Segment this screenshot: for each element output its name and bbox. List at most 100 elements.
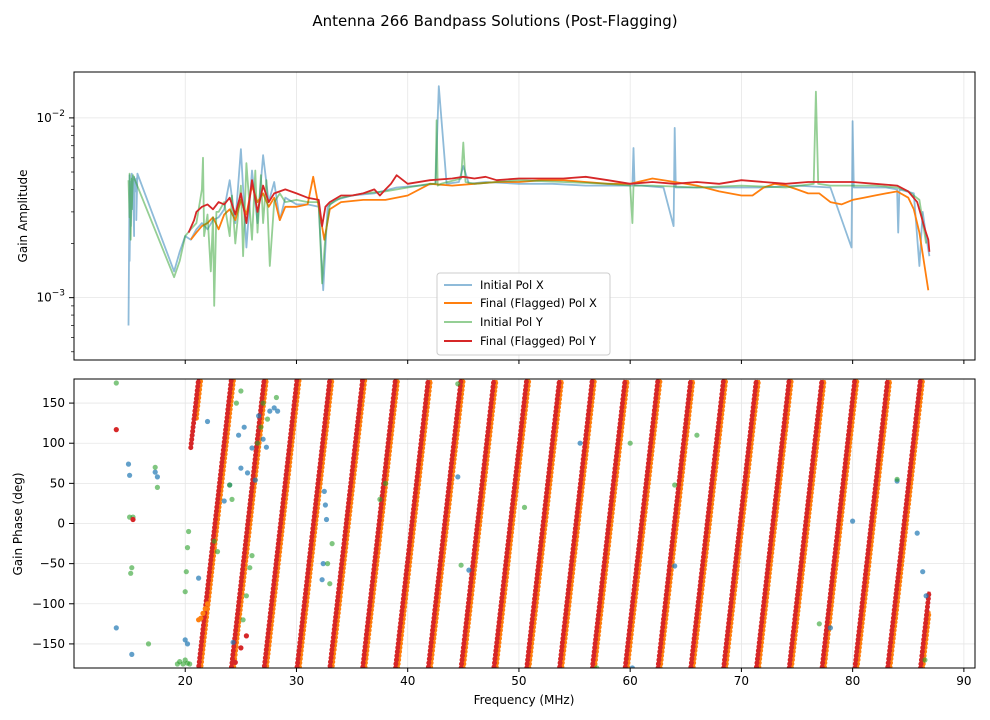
phase-point: [325, 561, 331, 567]
phase-point: [196, 575, 202, 581]
phase-point: [672, 563, 678, 569]
phase-point: [273, 394, 279, 401]
phase-point: [238, 465, 244, 471]
phase-point: [202, 606, 208, 612]
phase-point: [244, 470, 251, 476]
phase-wrap-final-pol-y: [188, 379, 932, 668]
phase-ytick-label: −100: [32, 597, 65, 611]
phase-point: [322, 502, 328, 508]
phase-point: [128, 570, 134, 576]
phase-ytick-label: 0: [57, 517, 65, 531]
phase-ticks: 20 30 40 50 60 70 80 90 −150 −100 −50 0 50 100 150: [32, 396, 971, 688]
phase-xlabel: Frequency (MHz): [474, 693, 575, 707]
legend-entry-initial-x: Initial Pol X: [444, 278, 544, 292]
phase-point: [232, 659, 238, 666]
phase-point: [230, 639, 236, 645]
phase-xtick-label: 50: [511, 674, 526, 688]
phase-point: [816, 621, 822, 627]
phase-xtick-label: 80: [845, 674, 860, 688]
phase-point: [238, 388, 244, 394]
phase-point: [894, 476, 900, 482]
phase-point: [466, 567, 472, 573]
amplitude-ytick-label: 10−2: [36, 109, 65, 125]
phase-point: [182, 637, 188, 643]
phase-point: [377, 496, 383, 502]
phase-point: [204, 601, 211, 607]
amplitude-series: [127, 85, 931, 326]
amplitude-ylabel: Gain Amplitude: [16, 170, 30, 263]
phase-point: [182, 589, 188, 595]
phase-panel: 20 30 40 50 60 70 80 90 −150 −100 −50 0 50 100 150 Gai…: [11, 378, 976, 707]
phase-point: [243, 633, 249, 639]
phase-point: [238, 645, 244, 651]
phase-point: [329, 541, 335, 547]
legend-label-final-y: Final (Flagged) Pol Y: [480, 334, 597, 348]
phase-point: [271, 405, 277, 411]
amplitude-line-initial-pol-y: [127, 90, 927, 307]
phase-point: [187, 661, 193, 667]
phase-point: [130, 516, 136, 523]
phase-point: [247, 565, 253, 571]
phase-ytick-label: −50: [40, 557, 65, 571]
phase-point: [125, 461, 132, 467]
phase-point: [260, 400, 266, 406]
phase-point: [184, 641, 191, 647]
phase-point: [458, 562, 464, 568]
phase-xtick-label: 60: [623, 674, 638, 688]
phase-point: [243, 593, 249, 599]
phase-point: [320, 561, 326, 567]
legend-entry-final-x: Final (Flagged) Pol X: [444, 296, 597, 310]
phase-ylabel: Gain Phase (deg): [11, 472, 25, 575]
phase-point: [129, 651, 135, 658]
amplitude-axes-frame: [73, 71, 976, 361]
phase-point: [254, 440, 261, 446]
phase-point: [204, 418, 211, 425]
phase-point: [211, 538, 217, 544]
legend-label-initial-x: Initial Pol X: [480, 278, 544, 292]
phase-xtick-label: 30: [289, 674, 304, 688]
phase-point: [233, 400, 239, 406]
phase-point: [241, 424, 247, 430]
legend-frame: [436, 272, 611, 356]
phase-point: [382, 480, 389, 486]
phase-point: [152, 464, 158, 470]
phase-point: [249, 553, 255, 559]
phase-point: [914, 530, 920, 536]
phase-point: [198, 615, 204, 621]
phase-point: [113, 380, 119, 386]
amplitude-y-ticks: 10−3 10−2: [36, 109, 965, 364]
phase-point: [260, 436, 266, 442]
phase-point: [577, 440, 583, 446]
phase-xtick-label: 70: [734, 674, 749, 688]
legend-entry-initial-y: Initial Pol Y: [444, 315, 544, 329]
phase-point: [227, 482, 233, 488]
phase-ytick-label: 100: [42, 436, 65, 450]
phase-point: [184, 545, 191, 551]
amplitude-ytick-label: 10−3: [36, 289, 65, 305]
figure-title: Antenna 266 Bandpass Solutions (Post-Fla…: [312, 12, 677, 30]
amplitude-panel: 10−3 10−2 Gain Amplitude Initial Pol X Fi…: [16, 71, 976, 364]
phase-point: [321, 488, 327, 494]
phase-point: [264, 416, 271, 422]
phase-point: [319, 577, 325, 583]
phase-point: [521, 504, 528, 510]
phase-point: [113, 625, 119, 631]
phase-point: [922, 657, 928, 663]
amplitude-series-initial-pol-y: [127, 90, 927, 307]
legend-label-final-x: Final (Flagged) Pol X: [480, 296, 597, 310]
phase-point: [129, 565, 135, 571]
phase-point: [252, 477, 258, 483]
phase-point: [240, 617, 246, 623]
phase-wrap-final-pol-y-trace: [189, 379, 931, 668]
phase-point: [920, 569, 926, 575]
phase-point: [267, 408, 273, 414]
phase-point: [694, 432, 700, 438]
phase-points-final-flagged-pol-x: [196, 601, 211, 623]
phase-series: [113, 379, 932, 668]
phase-point: [455, 381, 461, 387]
phase-xtick-label: 40: [400, 674, 415, 688]
phase-point: [221, 498, 227, 504]
phase-xtick-label: 90: [956, 674, 971, 688]
phase-point: [323, 516, 330, 523]
